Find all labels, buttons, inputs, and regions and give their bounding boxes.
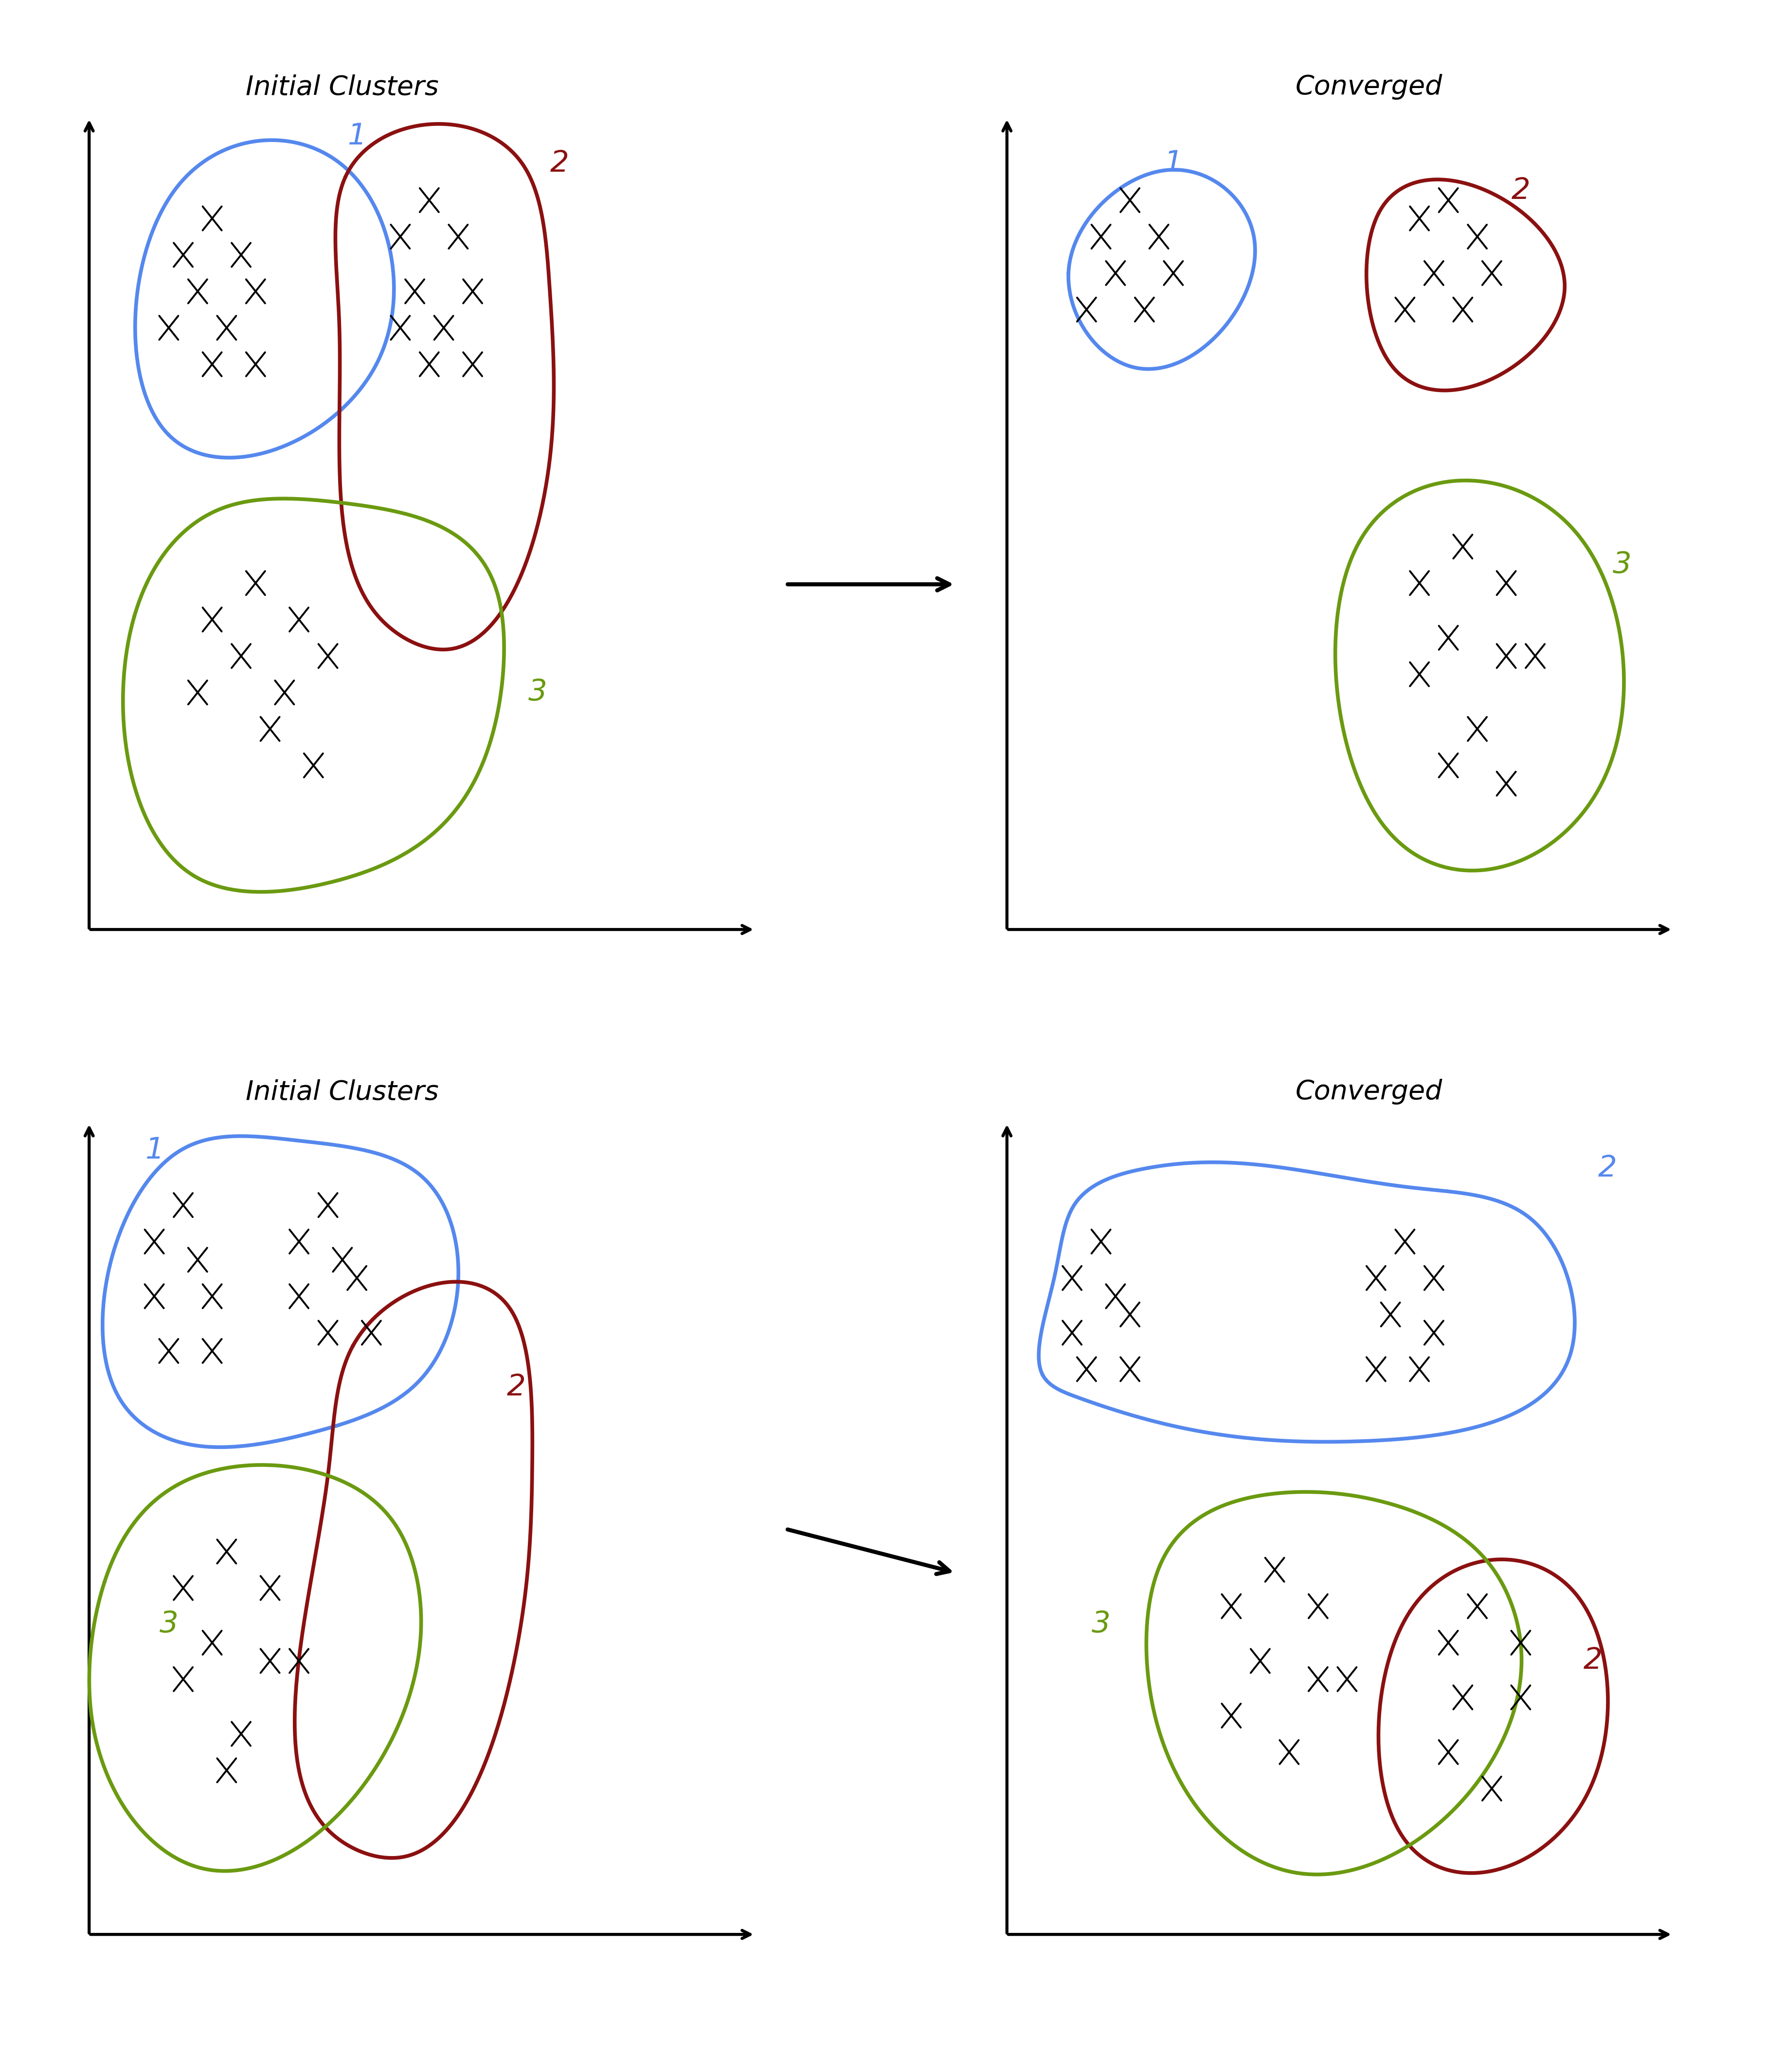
Text: 1: 1 — [145, 1135, 164, 1164]
Text: Initial Clusters: Initial Clusters — [245, 75, 439, 99]
Text: 1: 1 — [348, 122, 367, 151]
Text: 3: 3 — [159, 1610, 178, 1639]
Text: 2: 2 — [1583, 1647, 1603, 1676]
Text: 3: 3 — [528, 678, 547, 707]
Text: Initial Clusters: Initial Clusters — [245, 1080, 439, 1104]
Text: 1: 1 — [1163, 149, 1183, 178]
Text: 3: 3 — [1091, 1610, 1110, 1639]
Text: Converged: Converged — [1296, 1080, 1442, 1104]
Text: 2: 2 — [1597, 1154, 1617, 1183]
Text: Converged: Converged — [1296, 75, 1442, 99]
Text: 2: 2 — [507, 1374, 526, 1403]
Text: 3: 3 — [1613, 551, 1631, 580]
Text: 2: 2 — [1511, 176, 1530, 205]
Text: 2: 2 — [551, 149, 568, 178]
